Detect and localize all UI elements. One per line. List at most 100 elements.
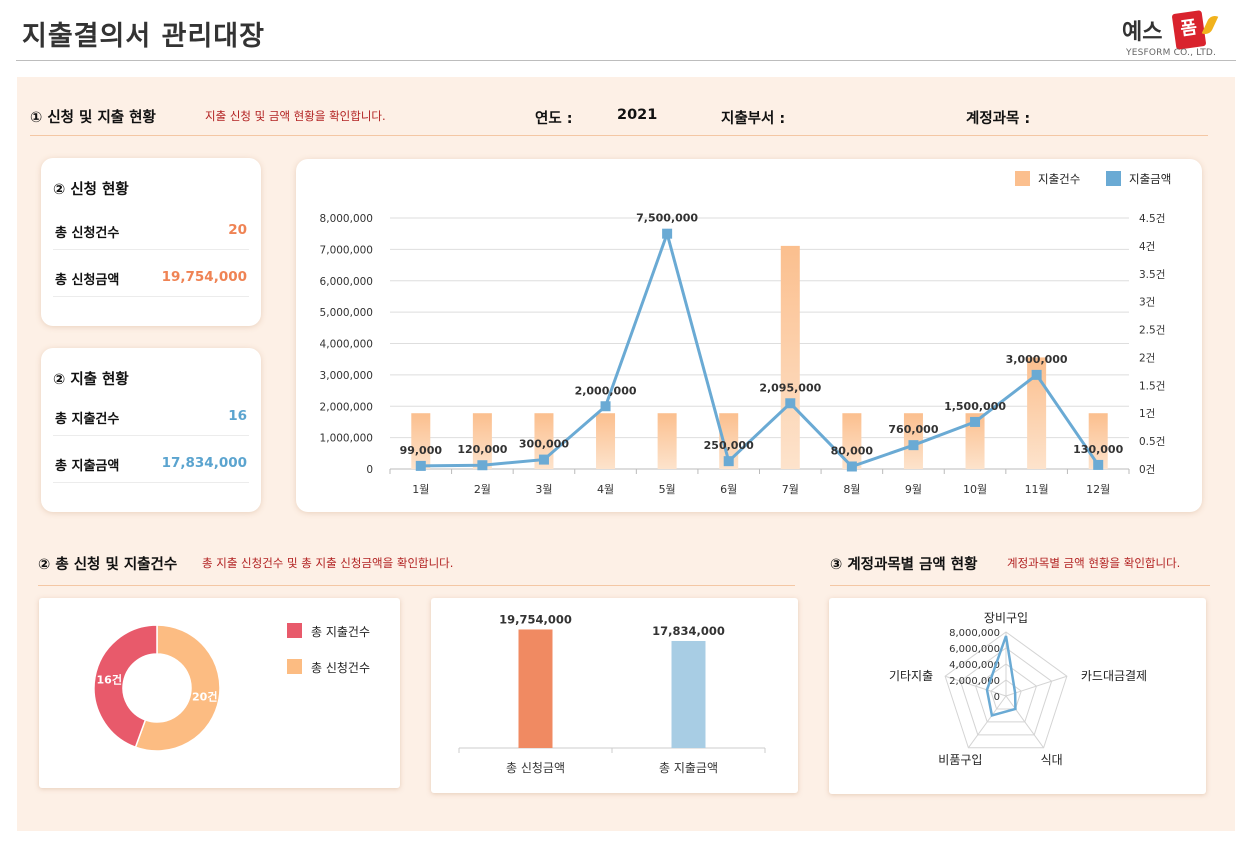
department-label: 지출부서 : [721,111,786,127]
year-value[interactable]: 2021 [617,107,658,123]
legend-apply-count-swatch [287,659,302,674]
right-axis-tick-label: 0.5건 [1139,436,1165,448]
donut-slice-label: 16건 [97,673,122,687]
x-axis-tick-label: 6월 [720,483,737,496]
x-axis-tick-label: 1월 [412,483,429,496]
left-axis-tick-label: 4,000,000 [320,339,373,351]
radar-spoke [967,695,1007,749]
left-axis-tick-label: 3,000,000 [320,370,373,382]
left-axis-tick-label: 6,000,000 [320,276,373,288]
count-bar [842,413,862,469]
apply-status-title: ② 신청 현황 [53,182,129,198]
x-axis-tick-label: 5월 [659,483,676,496]
title-divider [16,60,1236,61]
apply-status-card: ② 신청 현황 총 신청건수 20 총 신청금액 19,754,000 [41,158,261,326]
expense-amount-label: 총 지출금액 [55,459,120,474]
amount-point [908,440,919,451]
section2-heading: ② 총 신청 및 지출건수 [38,557,178,573]
expense-count-row: 총 지출건수 16 [53,398,249,436]
radar-tick-label: 2,000,000 [949,676,1000,687]
department-value[interactable] [800,107,920,125]
radar-spoke [944,675,1007,697]
page-title: 지출결의서 관리대장 [22,21,265,52]
right-axis-tick-label: 3건 [1139,297,1155,309]
x-axis-tick-label: 10월 [963,483,987,496]
legend-amount-label: 지출금액 [1129,172,1171,186]
right-axis-tick-label: 2.5건 [1139,325,1165,337]
radar-grid-ring [959,647,1053,736]
radar-data-polygon [985,635,1017,717]
amount-data-label: 2,000,000 [575,384,637,397]
radar-tick-label: 0 [994,692,1000,703]
section1-description: 지출 신청 및 금액 현황을 확인합니다. [205,109,386,123]
radar-category-label: 식대 [1041,753,1063,767]
radar-spoke [1005,695,1045,749]
count-bar [965,413,985,469]
right-axis-tick-label: 3.5건 [1139,269,1165,281]
radar-grid-ring [974,663,1038,723]
legend-amount-swatch [1106,171,1121,186]
totals-category-label: 총 신청금액 [506,761,565,775]
x-axis-tick-label: 2월 [474,483,491,496]
amount-point [723,456,734,467]
x-axis-tick-label: 11월 [1025,483,1049,496]
amount-point [846,461,857,472]
count-bar [1088,413,1108,469]
apply-count-row: 총 신청건수 20 [53,212,249,250]
left-axis-tick-label: 7,000,000 [320,244,373,256]
amount-data-label: 300,000 [519,438,569,451]
left-axis-tick-label: 0 [366,464,373,476]
amount-point [415,460,426,471]
totals-bar-chart-card: 19,754,000 총 신청금액 17,834,000 총 지출금액 [431,598,798,793]
section1-heading: ① 신청 및 지출 현황 [30,110,156,126]
totals-bar-value-label: 17,834,000 [652,624,725,638]
right-axis-tick-label: 2건 [1139,352,1155,364]
apply-amount-label: 총 신청금액 [55,273,120,288]
logo-leaf-icon [1201,13,1219,37]
amount-data-label: 130,000 [1073,443,1123,456]
legend-apply-count-label: 총 신청건수 [311,661,371,675]
account-value[interactable] [1042,107,1192,125]
legend-expense-count-label: 총 지출건수 [311,625,371,639]
x-axis-tick-label: 4월 [597,483,614,496]
totals-bar-chart: 19,754,000 총 신청금액 17,834,000 총 지출금액 [458,612,766,775]
count-bar [780,245,800,469]
expense-count-value: 16 [228,408,247,424]
right-axis-tick-label: 1건 [1139,408,1155,420]
legend-expense-count-swatch [287,623,302,638]
count-bar [657,413,677,469]
count-bar [472,413,492,469]
amount-point [1031,369,1042,380]
amount-point [970,416,981,427]
year-label: 연도 : [535,111,573,127]
radar-tick-label: 6,000,000 [949,644,1000,655]
radar-category-label: 기타지출 [889,669,933,683]
count-bar [1027,357,1047,469]
radar-grid-ring [944,631,1068,749]
left-axis-tick-label: 5,000,000 [320,307,373,319]
totals-bar [671,640,706,748]
amount-data-label: 2,095,000 [759,381,821,394]
section2-description: 총 지출 신청건수 및 총 지출 신청금액을 확인합니다. [202,556,454,570]
section2-divider [38,585,795,586]
totals-bar [518,629,553,748]
radar-tick-label: 8,000,000 [949,628,1000,639]
radar-chart-card: 0 2,000,000 4,000,000 6,000,000 8,000,000 장비구… [829,598,1206,794]
expense-count-label: 총 지출건수 [55,412,120,427]
section1-divider [30,135,1208,136]
x-axis-tick-label: 12월 [1086,483,1110,496]
donut-slice-apply [134,624,221,752]
monthly-chart-card: 0 1,000,000 2,000,000 3,000,000 4,000,000 5,0… [296,159,1202,512]
amount-data-label: 250,000 [704,439,754,452]
amount-point [477,460,488,471]
amount-data-label: 760,000 [888,423,938,436]
amount-data-label: 80,000 [831,444,874,457]
totals-category-label: 총 지출금액 [659,761,718,775]
amount-point [785,398,796,409]
legend-count-swatch [1015,171,1030,186]
logo-box-text: 폼 [1171,10,1207,50]
donut-chart-card: 20건 16건 총 지출건수 총 신청건수 [39,598,400,788]
legend-count-label: 지출건수 [1038,172,1080,186]
x-axis-tick-label: 7월 [782,483,799,496]
right-axis-tick-label: 4건 [1139,241,1155,253]
